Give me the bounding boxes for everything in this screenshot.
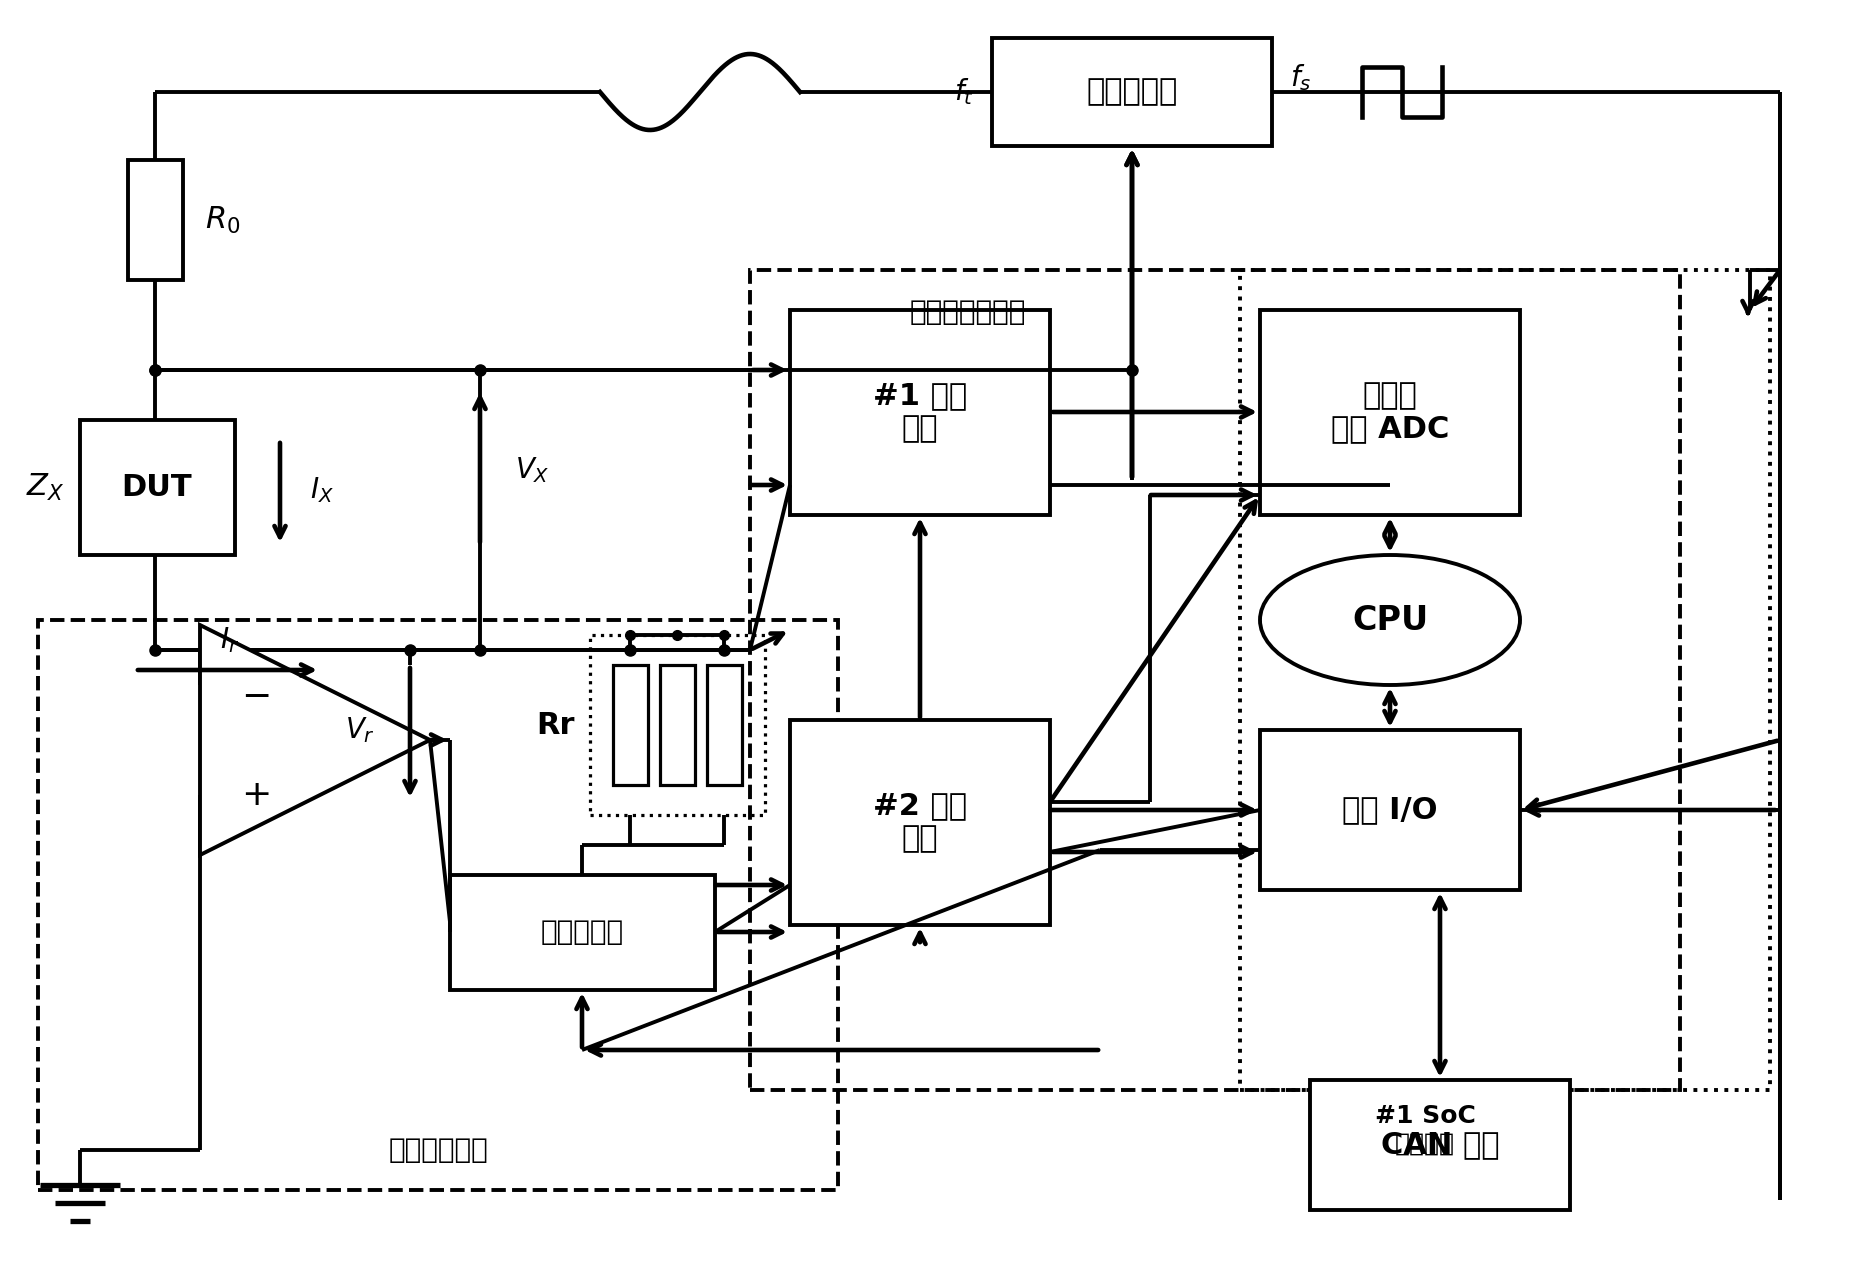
Text: #1 SoC
微控制器: #1 SoC 微控制器 (1375, 1104, 1475, 1155)
Bar (613, 665, 648, 785)
Text: $f_s$: $f_s$ (1289, 63, 1312, 94)
Text: $f_t$: $f_t$ (954, 77, 974, 108)
Text: #2 信号
调理: #2 信号 调理 (874, 790, 967, 853)
Bar (751, 270, 1680, 1090)
Text: $I_X$: $I_X$ (309, 475, 333, 505)
Bar (1259, 310, 1520, 515)
Bar (129, 160, 183, 281)
Bar (1310, 1080, 1571, 1211)
Bar (991, 38, 1272, 146)
Bar (790, 310, 1051, 515)
Text: $R_0$: $R_0$ (205, 205, 240, 236)
Text: DUT: DUT (121, 473, 192, 501)
Text: 矢量比检测单元: 矢量比检测单元 (909, 298, 1027, 325)
Bar (80, 420, 235, 555)
Text: #1 信号
调理: #1 信号 调理 (874, 380, 967, 443)
Bar (37, 620, 838, 1190)
Text: $Z_X$: $Z_X$ (26, 471, 65, 502)
Text: $V_r$: $V_r$ (345, 715, 374, 744)
Text: $V_X$: $V_X$ (514, 455, 550, 485)
Text: CPU: CPU (1353, 603, 1429, 637)
Bar (451, 875, 715, 990)
Ellipse shape (1259, 555, 1520, 685)
Bar (1241, 270, 1770, 1090)
Text: $-$: $-$ (240, 678, 270, 712)
Text: 自动平衡电桥: 自动平衡电桥 (388, 1136, 488, 1164)
Text: 多路复用器: 多路复用器 (540, 918, 624, 945)
Text: $+$: $+$ (240, 778, 270, 812)
Text: 交流激励源: 交流激励源 (1086, 77, 1177, 106)
Bar (591, 635, 766, 815)
Bar (790, 720, 1051, 925)
Bar (660, 665, 695, 785)
Text: 数字 I/O: 数字 I/O (1341, 796, 1438, 825)
Bar (706, 665, 741, 785)
Text: $I_r$: $I_r$ (220, 625, 240, 655)
Text: CAN 接口: CAN 接口 (1380, 1131, 1500, 1159)
Text: Rr: Rr (537, 711, 576, 739)
Polygon shape (199, 625, 430, 854)
Text: 双通道
同步 ADC: 双通道 同步 ADC (1330, 380, 1449, 443)
Bar (1259, 730, 1520, 890)
